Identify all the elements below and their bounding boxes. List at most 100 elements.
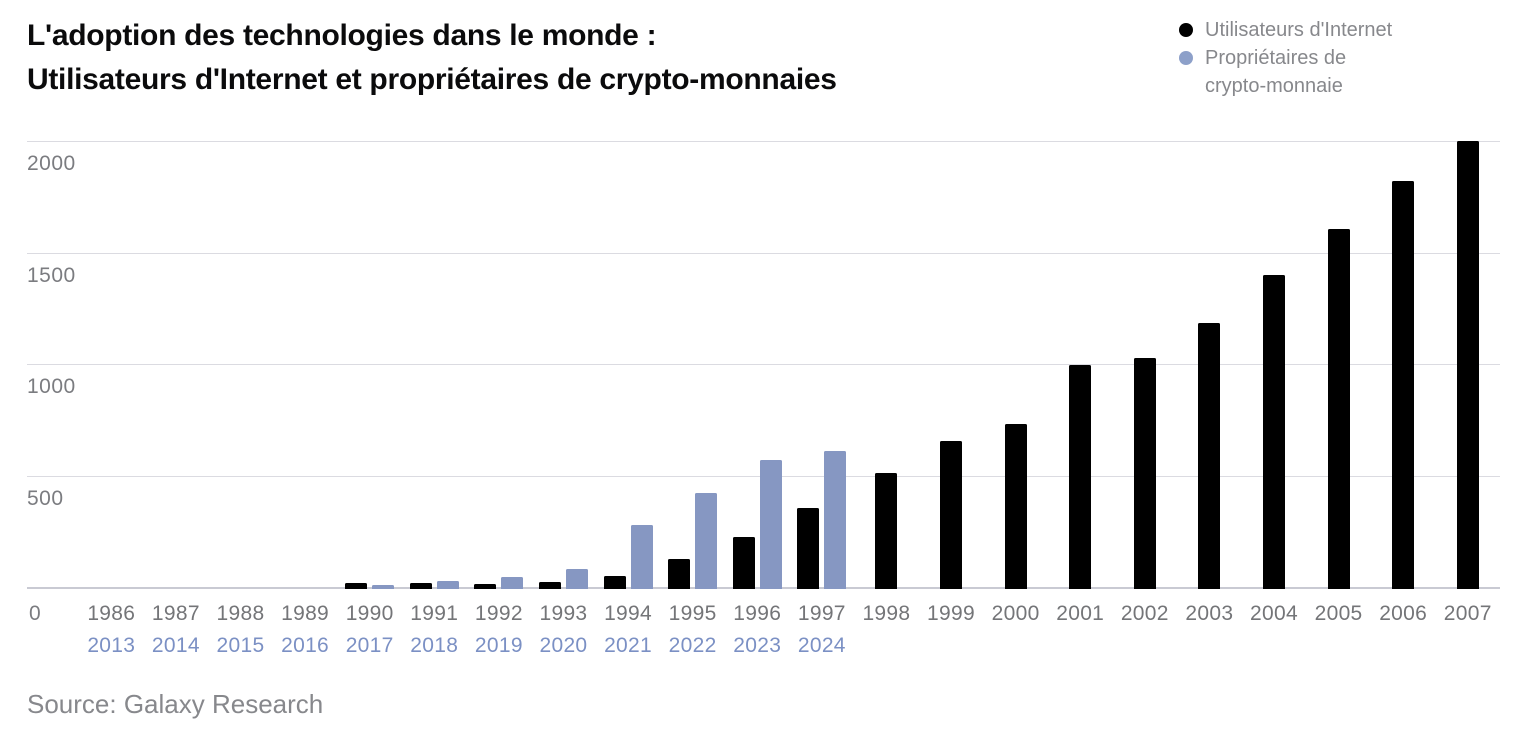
x-label-2006: 2006 <box>1379 602 1428 625</box>
bar-internet-1997 <box>797 507 820 589</box>
year-slot-2004 <box>1242 141 1307 589</box>
year-slot-2005 <box>1306 141 1371 589</box>
legend-label-internet: Utilisateurs d'Internet <box>1205 19 1393 41</box>
year-slot-1995 <box>660 141 725 589</box>
year-slot-1989 <box>273 141 338 589</box>
y-tick-label-0: 0 <box>29 602 41 625</box>
x-label-empty <box>1371 634 1436 658</box>
legend: Utilisateurs d'Internet Propriétaires de… <box>1179 16 1392 100</box>
year-slot-1988 <box>208 141 273 589</box>
x-label-empty <box>1177 634 1242 658</box>
year-slot-1992 <box>467 141 532 589</box>
bar-internet-1999 <box>940 440 963 589</box>
legend-item-internet: Utilisateurs d'Internet <box>1179 16 1392 44</box>
x-label-2001: 2001 <box>1056 602 1105 625</box>
bar-crypto-2020 <box>565 568 588 589</box>
x-label-crypto-2023: 2023 <box>733 634 782 657</box>
bar-internet-2007 <box>1456 140 1479 589</box>
bar-internet-1992 <box>474 583 497 589</box>
chart-header: L'adoption des technologies dans le mond… <box>27 0 1500 141</box>
year-slot-2002 <box>1113 141 1178 589</box>
x-label-crypto-2017: 2017 <box>345 634 394 657</box>
bar-internet-2002 <box>1133 358 1156 589</box>
bar-internet-2003 <box>1198 322 1221 589</box>
x-label-empty <box>983 634 1048 658</box>
x-label-1986: 1986 <box>87 602 136 625</box>
x-label-1992: 1992 <box>474 602 523 625</box>
y-tick-label-2000: 2000 <box>27 152 76 175</box>
bar-internet-2004 <box>1262 274 1285 589</box>
year-slot-1994 <box>596 141 661 589</box>
x-label-1998: 1998 <box>862 602 911 625</box>
year-slot-2007 <box>1435 140 1500 589</box>
x-label-2000: 2000 <box>991 602 1040 625</box>
plot-area: 500 1000 1500 2000 <box>27 140 1500 589</box>
x-label-1997: 1997 <box>797 602 846 625</box>
year-slot-1993 <box>531 141 596 589</box>
x-label-crypto-2020: 2020 <box>539 634 588 657</box>
x-label-crypto-2015: 2015 <box>216 634 265 657</box>
page-title: L'adoption des technologies dans le mond… <box>27 19 837 96</box>
x-label-empty <box>1113 634 1178 658</box>
bar-crypto-2019 <box>501 576 524 589</box>
y-tick-label-500: 500 <box>27 486 64 510</box>
year-slot-2003 <box>1177 141 1242 589</box>
year-slot-1997 <box>790 141 855 589</box>
bar-internet-2005 <box>1327 228 1350 589</box>
gridline-1500 <box>27 252 1500 254</box>
x-label-crypto-2013: 2013 <box>87 634 136 657</box>
x-label-crypto-2019: 2019 <box>474 634 523 657</box>
bar-crypto-2023 <box>759 459 782 589</box>
bar-crypto-2022 <box>695 493 718 589</box>
x-label-empty <box>1242 634 1307 658</box>
year-slot-1990 <box>337 141 402 589</box>
bar-internet-2000 <box>1004 423 1027 589</box>
bar-internet-1991 <box>409 583 432 589</box>
bars-area <box>79 140 1500 589</box>
x-label-1994: 1994 <box>604 602 652 625</box>
year-slot-1999 <box>919 141 984 589</box>
x-label-2003: 2003 <box>1185 602 1234 625</box>
x-label-1990: 1990 <box>345 602 394 625</box>
x-label-1996: 1996 <box>733 602 782 625</box>
y-tick-label-1500: 1500 <box>27 263 76 287</box>
x-label-1987: 1987 <box>151 602 200 625</box>
x-label-crypto-2024: 2024 <box>797 634 846 657</box>
x-label-empty <box>854 634 919 658</box>
x-axis-spacer <box>27 634 79 658</box>
x-label-1993: 1993 <box>539 602 588 625</box>
bar-crypto-2024 <box>824 450 847 589</box>
bar-internet-2006 <box>1392 180 1415 589</box>
x-label-2002: 2002 <box>1120 602 1169 625</box>
x-label-2007: 2007 <box>1443 602 1492 625</box>
x-label-empty <box>1435 634 1500 658</box>
year-slot-1998 <box>854 141 919 589</box>
bar-internet-1996 <box>732 536 755 589</box>
x-label-1991: 1991 <box>410 602 459 625</box>
x-label-2004: 2004 <box>1250 602 1298 625</box>
gridline-2000 <box>27 141 1500 142</box>
bar-internet-1995 <box>668 558 691 589</box>
legend-label-crypto: Propriétaires de crypto-monnaie <box>1205 47 1347 97</box>
legend-dot-internet-icon <box>1179 23 1193 37</box>
bar-internet-1994 <box>603 575 626 589</box>
gridline-1000 <box>27 364 1500 365</box>
x-label-crypto-2018: 2018 <box>410 634 459 657</box>
y-tick-label-1000: 1000 <box>27 375 76 398</box>
x-label-2005: 2005 <box>1314 602 1363 625</box>
x-label-crypto-2021: 2021 <box>604 634 652 657</box>
x-label-empty <box>919 634 984 658</box>
year-slot-2001 <box>1048 141 1113 589</box>
year-slot-1996 <box>725 141 790 589</box>
x-label-crypto-2022: 2022 <box>668 634 717 657</box>
source-note: Source: Galaxy Research <box>27 689 324 719</box>
x-label-1995: 1995 <box>668 602 717 625</box>
legend-item-crypto: Propriétaires de crypto-monnaie <box>1179 44 1392 100</box>
x-label-1988: 1988 <box>216 602 265 625</box>
x-label-crypto-2016: 2016 <box>281 634 330 657</box>
legend-dot-crypto-icon <box>1179 51 1193 65</box>
x-label-1999: 1999 <box>927 602 975 625</box>
bar-internet-1990 <box>345 583 368 589</box>
year-slot-2006 <box>1371 141 1436 589</box>
